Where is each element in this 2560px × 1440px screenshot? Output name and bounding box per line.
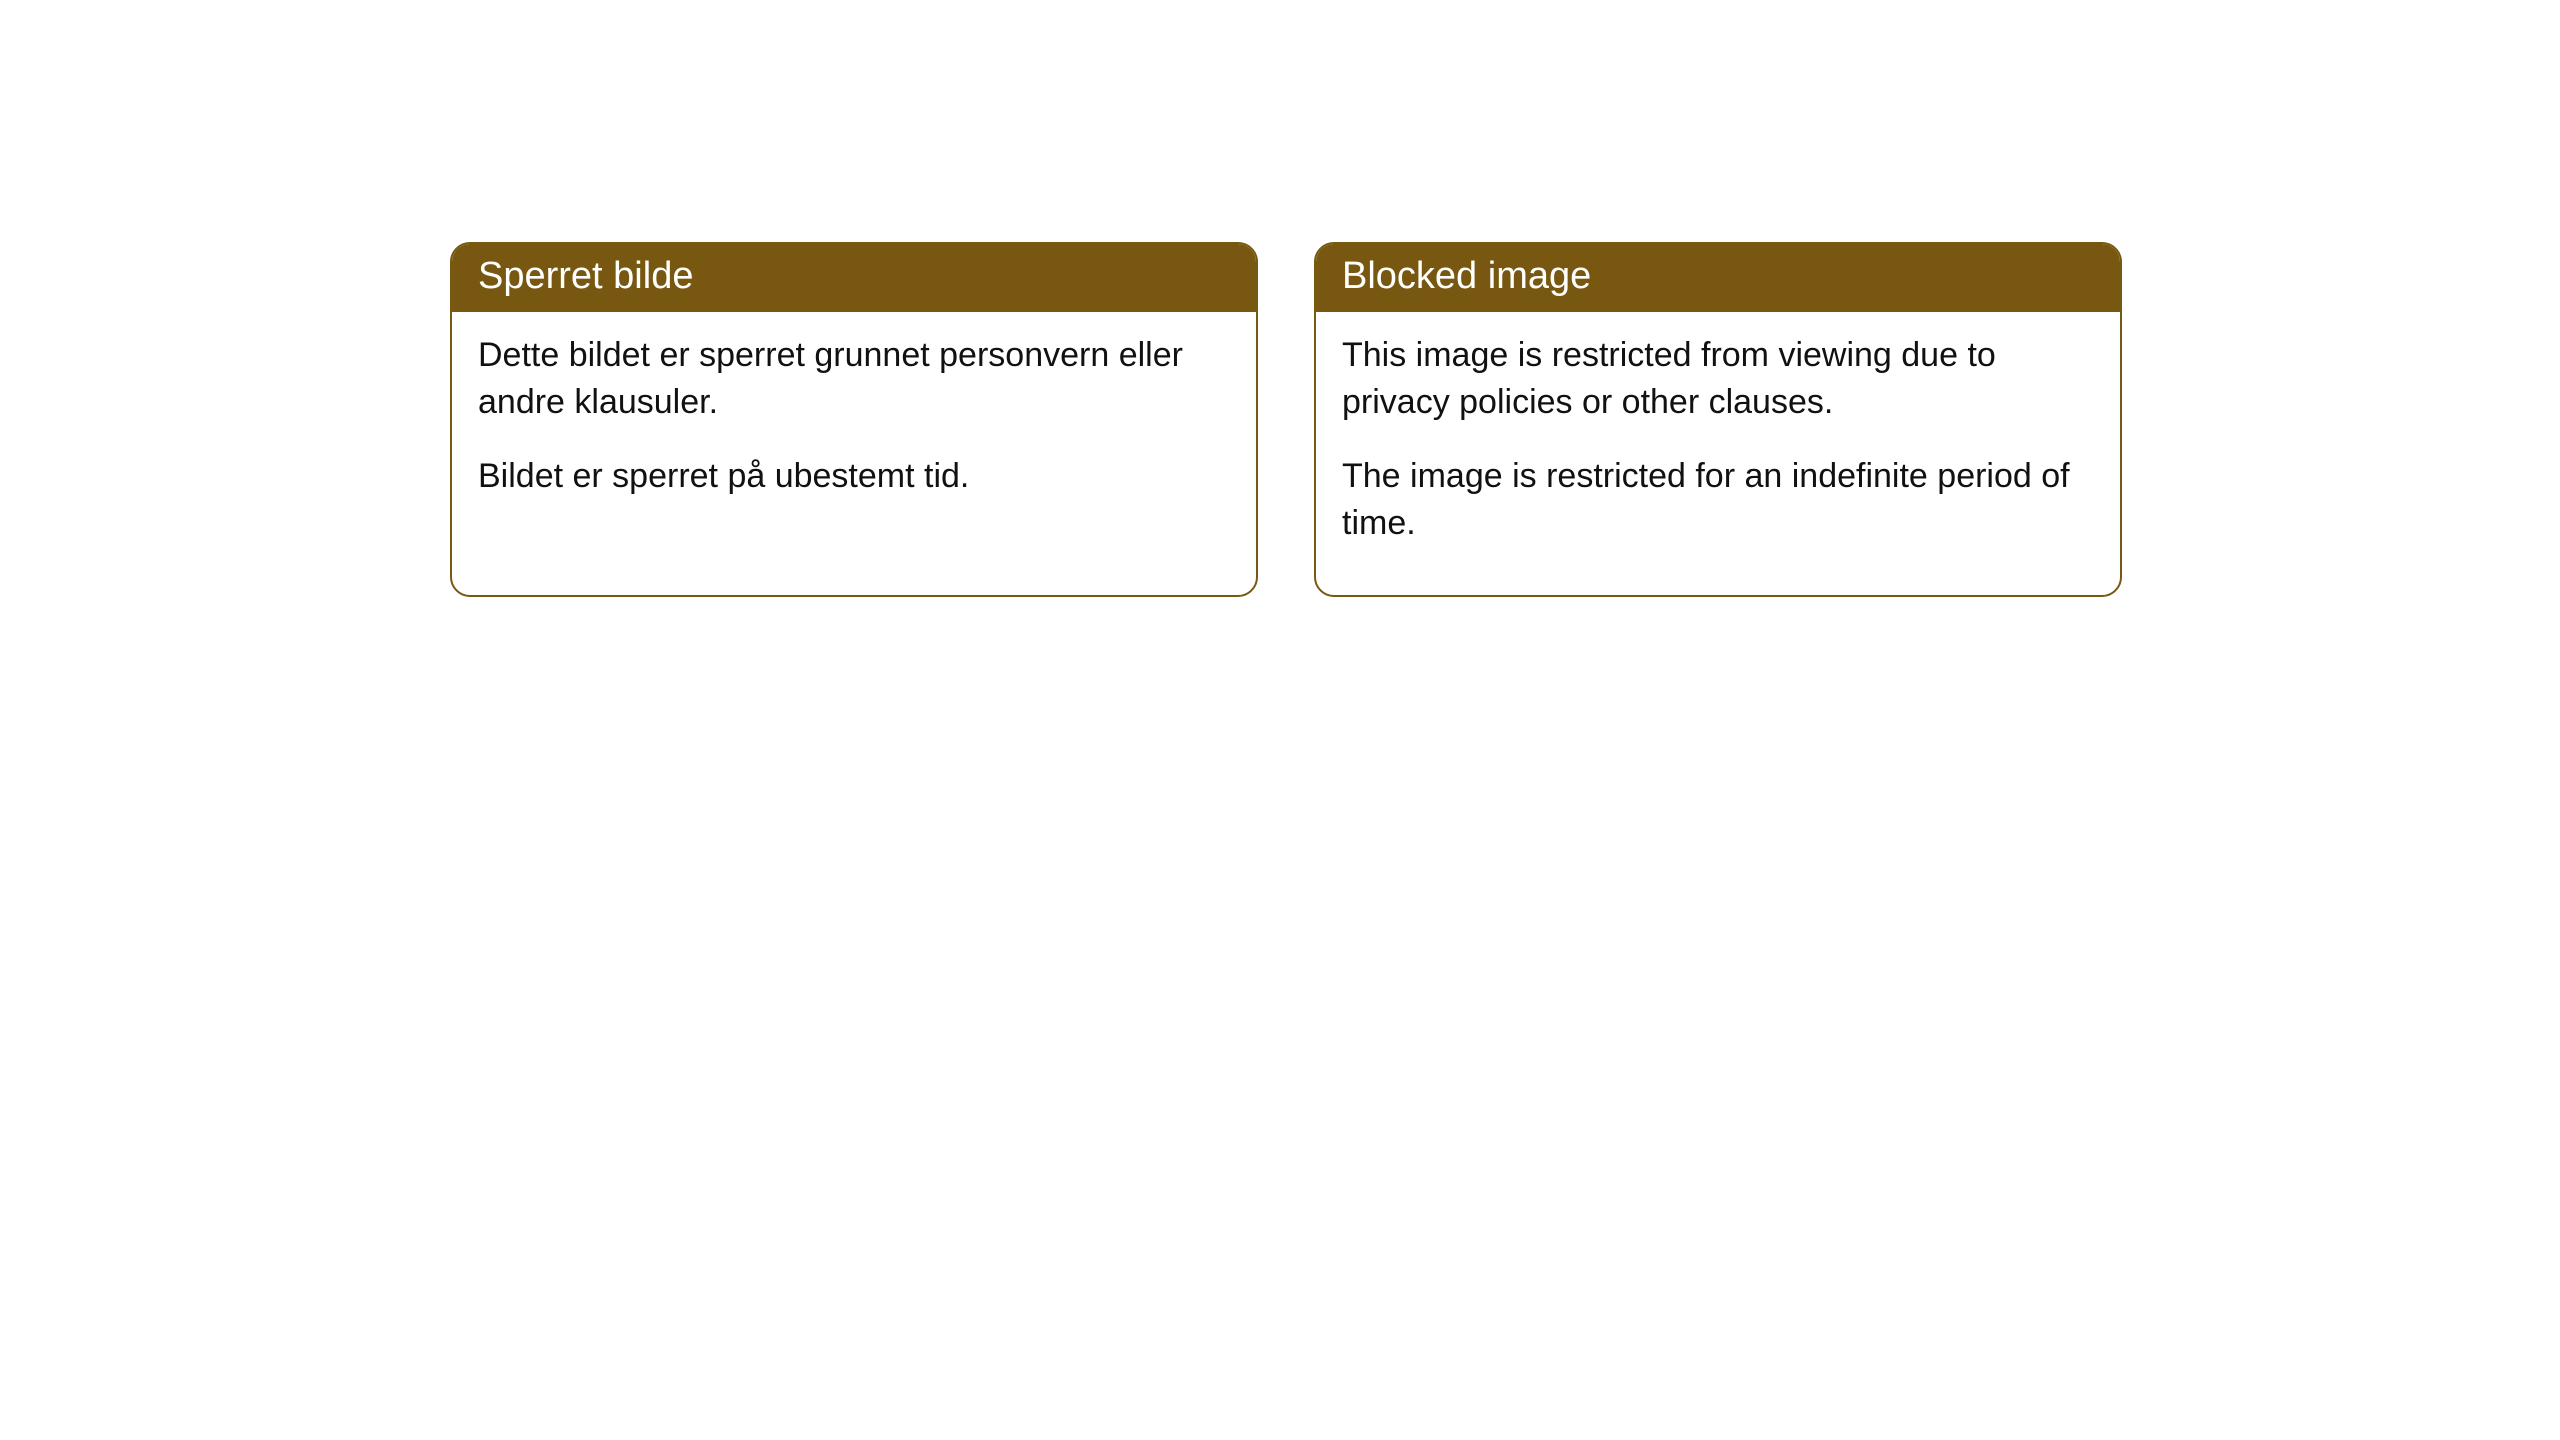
card-title-no: Sperret bilde [452, 244, 1256, 312]
card-body-en: This image is restricted from viewing du… [1316, 312, 2120, 596]
blocked-image-card-no: Sperret bilde Dette bildet er sperret gr… [450, 242, 1258, 597]
card-para1-en: This image is restricted from viewing du… [1342, 332, 2094, 426]
blocked-image-card-en: Blocked image This image is restricted f… [1314, 242, 2122, 597]
card-title-en: Blocked image [1316, 244, 2120, 312]
card-para2-no: Bildet er sperret på ubestemt tid. [478, 453, 1230, 500]
card-para1-no: Dette bildet er sperret grunnet personve… [478, 332, 1230, 426]
card-body-no: Dette bildet er sperret grunnet personve… [452, 312, 1256, 549]
card-para2-en: The image is restricted for an indefinit… [1342, 453, 2094, 547]
blocked-image-cards: Sperret bilde Dette bildet er sperret gr… [450, 242, 2122, 597]
